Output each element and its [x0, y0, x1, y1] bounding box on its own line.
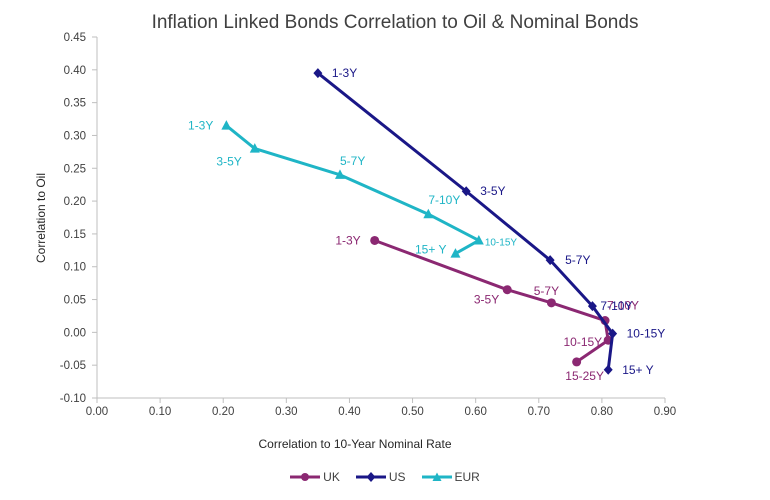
x-tick-label: 0.10 — [149, 406, 171, 418]
point-label-us: 5-7Y — [565, 253, 590, 267]
y-tick-label: 0.10 — [64, 262, 86, 274]
y-tick-label: 0.35 — [64, 98, 86, 110]
y-tick-label: 0.15 — [64, 229, 86, 241]
y-tick-label: -0.10 — [60, 393, 86, 405]
point-uk — [502, 285, 512, 295]
point-label-uk: 10-15Y — [563, 335, 602, 349]
point-eur — [221, 120, 232, 130]
point-label-eur: 10-15Y — [485, 237, 518, 248]
point-us — [587, 301, 597, 312]
point-label-us: 7-10Y — [600, 299, 632, 313]
y-tick-label: 0.00 — [64, 327, 86, 339]
legend-item-us: US — [355, 470, 406, 484]
series-line-us — [316, 71, 615, 370]
x-tick-label: 0.60 — [464, 406, 486, 418]
point-label-eur: 7-10Y — [428, 193, 460, 207]
x-tick-label: 0.70 — [528, 406, 550, 418]
y-tick-label: 0.25 — [64, 163, 86, 175]
point-label-uk: 15-25Y — [565, 369, 604, 383]
point-eur — [450, 248, 461, 258]
x-tick-label: 0.30 — [275, 406, 297, 418]
y-tick-label: 0.20 — [64, 196, 86, 208]
series-layer — [221, 68, 618, 375]
series-uk — [370, 235, 613, 367]
x-tick-label: 0.90 — [654, 406, 676, 418]
y-tick-label: 0.30 — [64, 130, 86, 142]
point-label-eur: 1-3Y — [188, 119, 213, 133]
point-eur — [249, 143, 260, 153]
x-tick-label: 0.20 — [212, 406, 234, 418]
legend-label-uk: UK — [323, 470, 340, 484]
point-uk — [546, 298, 556, 308]
point-label-uk: 5-7Y — [534, 284, 559, 298]
series-eur — [221, 120, 484, 258]
point-label-uk: 3-5Y — [474, 293, 499, 307]
point-us — [608, 328, 618, 339]
legend: UK US EUR — [0, 470, 770, 484]
y-tick-label: -0.05 — [60, 360, 86, 372]
point-label-uk: 1-3Y — [335, 233, 360, 247]
chart-title: Inflation Linked Bonds Correlation to Oi… — [151, 12, 639, 33]
point-uk — [572, 357, 582, 367]
x-tick-label: 0.80 — [591, 406, 613, 418]
point-label-uk: 7-10Y — [607, 299, 639, 313]
y-axis-label: Correlation to Oil — [34, 172, 48, 264]
legend-swatch-eur — [421, 472, 452, 481]
point-label-eur: 3-5Y — [216, 155, 241, 169]
x-axis-label: Correlation to 10-Year Nominal Rate — [258, 437, 452, 451]
legend-swatch-uk — [290, 473, 321, 481]
point-eur — [423, 208, 434, 219]
legend-label-eur: EUR — [454, 470, 480, 484]
x-tick-label: 0.00 — [86, 406, 108, 418]
point-us — [603, 364, 613, 375]
point-eur — [473, 234, 484, 245]
axes: 0.00 0.10 0.20 0.30 0.40 0.50 0.60 0.70 0.80 0.90… — [60, 32, 676, 418]
y-tick-label: 0.05 — [64, 295, 86, 307]
point-label-us: 1-3Y — [332, 66, 357, 80]
point-label-eur: 5-7Y — [340, 154, 365, 168]
point-labels: 1-3Y 3-5Y 5-7Y 7-10Y 10-15Y 15-25Y 1-3Y 3-5Y 5-7… — [188, 66, 665, 383]
legend-item-uk: UK — [290, 470, 340, 484]
point-label-us: 3-5Y — [480, 184, 505, 198]
point-label-us: 15+ Y — [622, 363, 653, 377]
y-tick-label: 0.45 — [64, 32, 86, 44]
point-uk — [370, 235, 380, 245]
point-us — [313, 68, 323, 79]
x-tick-label: 0.40 — [338, 406, 360, 418]
x-tick-label: 0.50 — [401, 406, 423, 418]
point-eur — [334, 169, 345, 179]
point-label-us: 10-15Y — [627, 327, 666, 341]
series-line-uk — [374, 239, 610, 364]
point-label-eur: 15+ Y — [415, 243, 446, 257]
series-us — [313, 68, 618, 375]
legend-swatch-us — [355, 472, 386, 482]
legend-label-us: US — [388, 470, 406, 484]
point-us — [545, 255, 555, 266]
legend-item-eur: EUR — [421, 470, 480, 484]
y-tick-label: 0.40 — [64, 65, 86, 77]
point-us — [461, 186, 471, 197]
